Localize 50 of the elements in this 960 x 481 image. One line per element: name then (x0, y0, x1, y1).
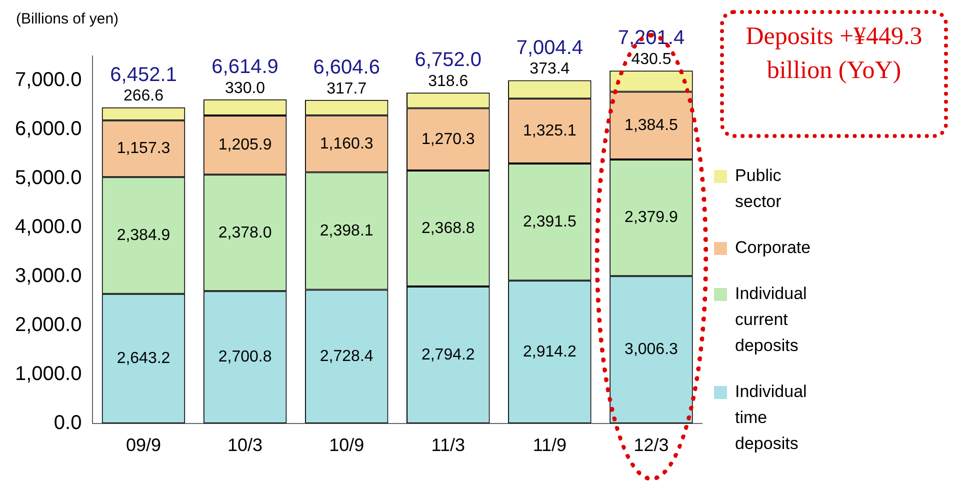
total-label: 6,604.6 (313, 56, 380, 78)
total-label: 6,614.9 (212, 56, 278, 78)
data-label: 1,325.1 (522, 122, 576, 140)
y-tick-label: 1,000.0 (14, 362, 82, 385)
data-label: 266.6 (123, 88, 164, 105)
x-tick-label: 11/9 (532, 435, 567, 456)
y-tick-label: 5,000.0 (14, 166, 82, 189)
text: Deposits +¥449.3 billion (YoY) (744, 22, 924, 86)
data-label: 2,384.9 (116, 226, 170, 244)
legend-label: Individual current deposits (735, 283, 808, 357)
data-label: 2,378.0 (218, 224, 272, 242)
y-tick-label: 7,000.0 (14, 69, 82, 92)
data-label: 1,384.5 (624, 117, 678, 134)
data-label: 2,914.2 (522, 343, 576, 360)
total-label: 7,201.4 (618, 27, 685, 50)
data-label: 373.4 (530, 60, 570, 78)
data-label: 2,398.1 (320, 222, 374, 240)
legend-label: Individual time deposits (735, 381, 808, 455)
data-label: 2,728.4 (320, 348, 374, 365)
data-label: 2,700.8 (218, 348, 272, 366)
data-label: 2,379.9 (624, 209, 678, 226)
legend-label: Corporate (735, 237, 811, 259)
x-tick-label: 10/3 (228, 435, 263, 456)
y-tick-label: 3,000.0 (14, 264, 82, 287)
x-tick-label: 09/9 (126, 435, 162, 456)
data-label: 1,160.3 (320, 135, 374, 152)
data-label: 2,794.2 (421, 346, 475, 364)
y-tick-label: 2,000.0 (14, 314, 82, 336)
data-label: 1,270.3 (421, 130, 475, 148)
y-tick-label: 6,000.0 (14, 118, 82, 140)
data-label: 2,368.8 (421, 220, 475, 237)
data-label: 330.0 (225, 80, 266, 97)
data-label: 2,643.2 (116, 350, 170, 368)
data-label: 1,157.3 (116, 140, 170, 158)
total-label: 6,452.1 (110, 64, 177, 86)
y-tick-label: 4,000.0 (14, 216, 82, 238)
data-label: 2,391.5 (522, 213, 576, 230)
data-label: 1,205.9 (218, 136, 272, 154)
data-label: 317.7 (326, 80, 367, 98)
y-axis-title: (Billions of yen) (16, 10, 119, 28)
x-tick-label: 12/3 (634, 435, 669, 456)
total-label: 7,004.4 (516, 36, 584, 59)
y-tick-label: 0.0 (54, 412, 82, 434)
total-label: 6,752.0 (414, 49, 482, 72)
x-tick-label: 10/9 (329, 435, 364, 456)
data-label: 318.6 (428, 73, 468, 90)
data-label: 430.5 (631, 51, 672, 68)
legend-label: Public sector (735, 165, 782, 213)
data-label: 3,006.3 (624, 341, 678, 358)
x-tick-label: 11/3 (431, 435, 465, 456)
